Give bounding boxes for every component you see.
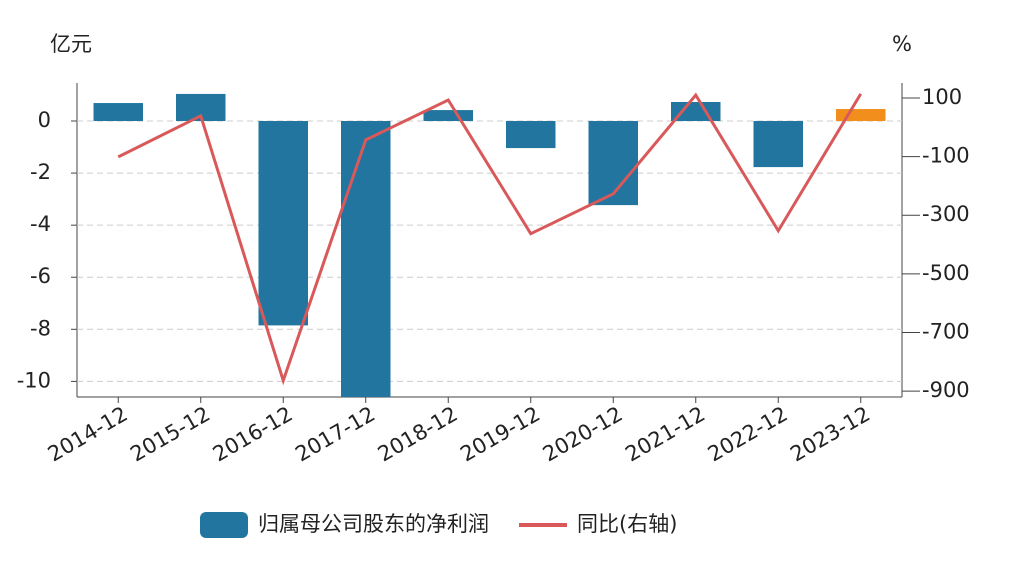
y2-tick-label: -700 [922, 319, 970, 343]
x-tick-label: 2023-12 [786, 402, 874, 467]
x-tick-label: 2018-12 [374, 402, 462, 467]
y2-tick-label: -100 [922, 144, 970, 168]
y2-tick-label: 100 [922, 85, 962, 109]
bar [93, 103, 143, 122]
x-tick-label: 2017-12 [291, 402, 379, 467]
bar [423, 110, 473, 122]
y-tick-label: -10 [17, 368, 51, 392]
bar [671, 102, 721, 122]
x-tick-label: 2016-12 [209, 402, 297, 467]
bar [753, 121, 803, 168]
y-tick-label: -2 [30, 160, 51, 184]
line [117, 92, 863, 386]
legend-swatch [200, 512, 248, 538]
y-tick-label: -8 [30, 316, 51, 340]
bar [506, 121, 556, 149]
legend-label: 归属母公司股东的净利润 [258, 512, 489, 536]
bar [258, 121, 308, 326]
x-tick-label: 2014-12 [44, 402, 132, 467]
y2-tick-label: -300 [922, 202, 970, 226]
x-tick-label: 2021-12 [621, 402, 709, 467]
bar [836, 109, 886, 122]
y-tick-label: -4 [30, 212, 51, 236]
x-tick-label: 2015-12 [126, 402, 214, 467]
y-tick-label: 0 [38, 108, 51, 132]
y2-tick-label: -500 [922, 261, 970, 285]
x-tick-label: 2022-12 [704, 402, 792, 467]
y-tick-label: -6 [30, 264, 51, 288]
y2-tick-label: -900 [922, 378, 970, 402]
y2-axis-label: % [892, 32, 912, 56]
x-tick-label: 2020-12 [539, 402, 627, 467]
bar [341, 121, 391, 397]
legend-label: 同比(右轴) [577, 512, 677, 536]
bar [588, 121, 638, 206]
y-axis-label: 亿元 [50, 32, 92, 56]
x-tick-label: 2019-12 [456, 402, 544, 467]
